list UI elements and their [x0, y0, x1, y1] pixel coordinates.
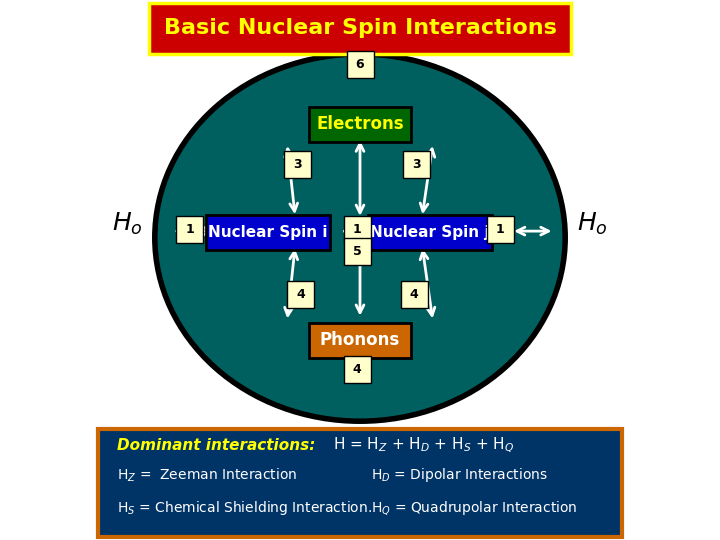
FancyBboxPatch shape	[346, 51, 374, 78]
Text: Dominant interactions:: Dominant interactions:	[117, 438, 315, 453]
FancyBboxPatch shape	[206, 214, 330, 249]
FancyBboxPatch shape	[344, 216, 371, 243]
Text: 3: 3	[413, 158, 421, 171]
Text: Phonons: Phonons	[320, 331, 400, 349]
Text: 4: 4	[296, 288, 305, 301]
Text: H$_S$ = Chemical Shielding Interaction.: H$_S$ = Chemical Shielding Interaction.	[117, 498, 372, 517]
FancyBboxPatch shape	[400, 281, 428, 308]
FancyBboxPatch shape	[284, 151, 311, 178]
Text: Electrons: Electrons	[316, 115, 404, 133]
FancyBboxPatch shape	[287, 281, 314, 308]
FancyBboxPatch shape	[344, 356, 371, 383]
FancyBboxPatch shape	[368, 214, 492, 249]
FancyBboxPatch shape	[309, 106, 411, 141]
Text: 5: 5	[353, 245, 361, 258]
Text: 4: 4	[353, 363, 361, 376]
Text: $H_o$: $H_o$	[577, 211, 608, 237]
FancyBboxPatch shape	[176, 216, 203, 243]
Text: 1: 1	[496, 223, 505, 236]
Text: $H_o$: $H_o$	[112, 211, 143, 237]
Text: Basic Nuclear Spin Interactions: Basic Nuclear Spin Interactions	[163, 18, 557, 38]
FancyBboxPatch shape	[98, 429, 622, 537]
Text: 4: 4	[410, 288, 418, 301]
Text: H = H$_Z$ + H$_D$ + H$_S$ + H$_Q$: H = H$_Z$ + H$_D$ + H$_S$ + H$_Q$	[333, 436, 515, 455]
Text: 3: 3	[294, 158, 302, 171]
Ellipse shape	[155, 54, 565, 421]
FancyBboxPatch shape	[403, 151, 431, 178]
Text: 1: 1	[186, 223, 194, 236]
Text: 6: 6	[356, 58, 364, 71]
Text: Nuclear Spin j: Nuclear Spin j	[370, 225, 490, 240]
Text: Nuclear Spin i: Nuclear Spin i	[209, 225, 328, 240]
FancyBboxPatch shape	[150, 3, 571, 54]
Text: H$_D$ = Dipolar Interactions: H$_D$ = Dipolar Interactions	[371, 466, 548, 484]
FancyBboxPatch shape	[487, 216, 514, 243]
Text: 1: 1	[353, 223, 361, 236]
FancyBboxPatch shape	[309, 322, 411, 358]
FancyBboxPatch shape	[344, 238, 371, 265]
Text: H$_Q$ = Quadrupolar Interaction: H$_Q$ = Quadrupolar Interaction	[371, 498, 577, 517]
Text: H$_Z$ =  Zeeman Interaction: H$_Z$ = Zeeman Interaction	[117, 467, 297, 484]
